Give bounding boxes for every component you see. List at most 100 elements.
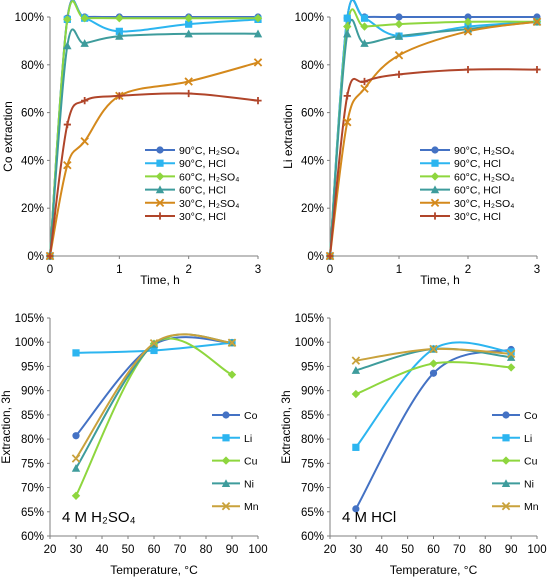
x-axis-title: Time, h xyxy=(140,273,180,287)
legend-label: Mn xyxy=(524,501,539,513)
data-point xyxy=(343,22,352,31)
y-tick-label: 85% xyxy=(21,410,44,422)
data-point xyxy=(506,353,516,361)
y-tick-label: 20% xyxy=(301,203,324,215)
legend-label: Co xyxy=(244,410,258,422)
data-point xyxy=(360,22,369,31)
chart-panel-1: 0% 20% 40% 60% 80% 100% 0 1 2 3 Time, h Co extracti… xyxy=(1,0,263,287)
series-line-6 xyxy=(49,92,259,257)
legend-marker xyxy=(430,198,440,208)
data-point xyxy=(429,359,438,368)
x-tick-label: 90 xyxy=(505,544,518,556)
legend-marker xyxy=(430,185,440,194)
legend-label: Cu xyxy=(524,456,538,468)
y-tick-label: 100% xyxy=(295,12,324,24)
y-tick-label: 60% xyxy=(21,108,44,120)
chart-panel-2: 0% 20% 40% 60% 80% 100% 0 1 2 3 Time, h Li extracti… xyxy=(281,0,542,287)
data-point xyxy=(63,120,71,129)
legend-marker xyxy=(501,479,511,487)
y-axis-title: Co extraction xyxy=(1,101,15,172)
data-point xyxy=(71,491,81,500)
chart-panel-4: 60% 65% 70% 75% 80% 85% 90% 95% 100% 105% 20 30 40 50… xyxy=(279,313,547,577)
data-point xyxy=(72,432,80,440)
x-tick-label: 100 xyxy=(527,544,546,556)
legend-label: 30°C, HCl xyxy=(454,211,501,223)
panel-annotation: 4 M H₂SO₄ xyxy=(62,509,136,526)
y-tick-label: 0% xyxy=(27,251,44,263)
data-point xyxy=(351,356,361,365)
x-tick-label: 60 xyxy=(427,544,440,556)
data-point xyxy=(253,29,263,38)
y-tick-label: 60% xyxy=(301,531,324,543)
data-point xyxy=(80,137,89,146)
data-point xyxy=(352,443,360,451)
data-point xyxy=(360,14,369,22)
data-point xyxy=(395,70,403,78)
data-point xyxy=(463,24,473,33)
y-tick-label: 100% xyxy=(15,12,44,24)
x-tick-label: 1 xyxy=(116,264,122,276)
data-point xyxy=(115,13,124,23)
data-point xyxy=(80,13,89,23)
data-point xyxy=(464,65,472,74)
x-tick-label: 20 xyxy=(324,544,337,556)
x-tick-label: 100 xyxy=(248,544,267,556)
series-line-2 xyxy=(329,0,538,257)
y-tick-label: 65% xyxy=(301,507,324,519)
x-tick-label: 70 xyxy=(453,544,466,556)
y-tick-label: 70% xyxy=(301,483,324,495)
data-point xyxy=(351,389,361,399)
data-point xyxy=(395,13,403,21)
legend-marker xyxy=(501,456,511,465)
y-tick-label: 40% xyxy=(301,155,324,167)
series-line-1 xyxy=(49,0,258,257)
data-point xyxy=(115,31,124,40)
x-tick-label: 30 xyxy=(349,544,362,556)
data-point xyxy=(71,463,81,472)
legend-marker xyxy=(221,479,231,487)
legend-marker xyxy=(156,212,164,220)
data-point xyxy=(394,19,404,29)
y-tick-label: 105% xyxy=(15,313,44,325)
data-point xyxy=(115,92,123,100)
legend-label: 90°C, H₂SO₄ xyxy=(454,145,514,157)
series-line-1 xyxy=(329,0,537,257)
legend-label: Co xyxy=(524,410,538,422)
legend-marker xyxy=(221,501,231,511)
legend-label: 30°C, H₂SO₄ xyxy=(179,198,239,210)
data-point xyxy=(464,13,472,21)
data-point xyxy=(81,97,89,105)
y-tick-label: 95% xyxy=(301,361,324,373)
data-point xyxy=(115,27,123,35)
y-tick-label: 40% xyxy=(21,155,44,167)
y-tick-label: 75% xyxy=(301,458,324,470)
data-point xyxy=(46,252,54,260)
y-tick-label: 90% xyxy=(21,386,44,398)
series-line-6 xyxy=(329,68,538,257)
data-point xyxy=(360,39,369,47)
data-point xyxy=(185,89,193,98)
x-tick-label: 2 xyxy=(465,264,471,276)
legend-label: 60°C, H₂SO₄ xyxy=(179,171,239,183)
y-tick-label: 85% xyxy=(301,410,324,422)
chart-panel-3: 60% 65% 70% 75% 80% 85% 90% 95% 100% 105% 20 30 40 50… xyxy=(0,313,268,577)
x-axis-title: Temperature, °C xyxy=(390,563,478,577)
legend-label: Li xyxy=(524,433,532,445)
y-axis-title: Extraction, 3h xyxy=(0,390,13,463)
data-point xyxy=(532,17,542,27)
data-point xyxy=(394,51,404,60)
legend-marker xyxy=(430,172,440,181)
legend-marker xyxy=(222,434,230,442)
legend-label: 90°C, HCl xyxy=(454,158,501,170)
y-tick-label: 80% xyxy=(301,60,324,72)
data-point xyxy=(149,338,159,348)
data-point xyxy=(463,17,473,26)
y-axis-title: Extraction, 3h xyxy=(279,390,293,463)
data-point xyxy=(394,31,404,40)
legend-marker xyxy=(222,411,230,419)
x-tick-label: 40 xyxy=(375,544,388,556)
legend-label: Li xyxy=(244,433,252,445)
y-axis-title: Li extraction xyxy=(281,104,295,169)
data-point xyxy=(352,505,360,513)
